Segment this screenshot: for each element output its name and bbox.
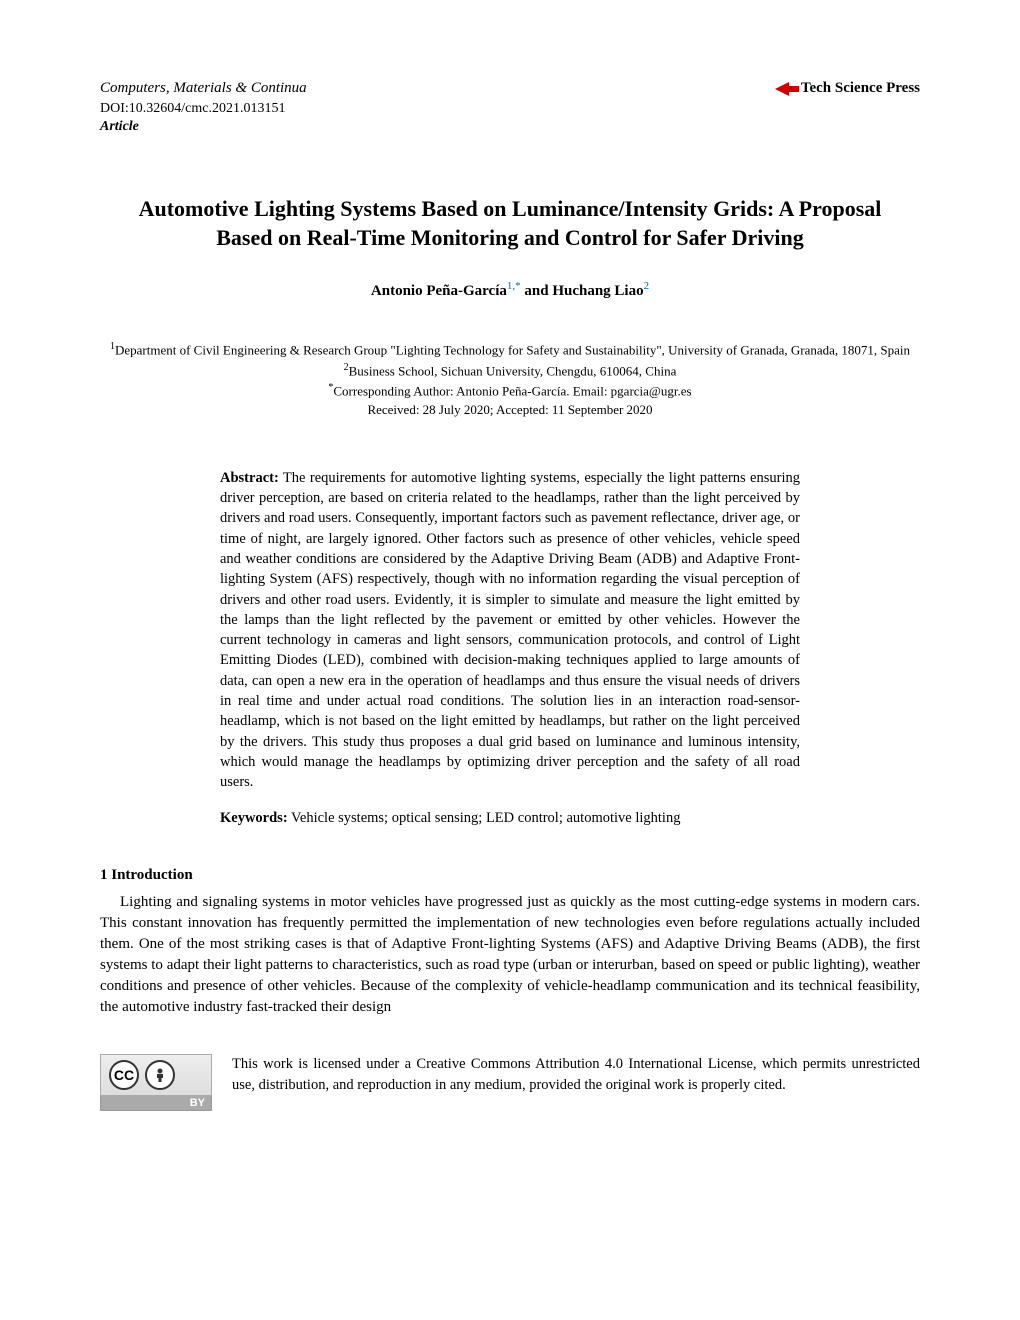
keywords-text: Vehicle systems; optical sensing; LED co… (288, 810, 681, 826)
publisher-arrow-icon (775, 82, 799, 96)
author-2-sup: 2 (644, 280, 650, 292)
section-1-body: Lighting and signaling systems in motor … (100, 892, 920, 1018)
abstract-text: The requirements for automotive lighting… (220, 470, 800, 790)
affiliation-1-text: Department of Civil Engineering & Resear… (115, 343, 910, 358)
keywords-block: Keywords: Vehicle systems; optical sensi… (100, 810, 920, 827)
submission-dates: Received: 28 July 2020; Accepted: 11 Sep… (100, 402, 920, 418)
license-row: CC BY This work is licensed under a Crea… (100, 1054, 920, 1111)
abstract-label: Abstract: (220, 470, 279, 486)
paper-title: Automotive Lighting Systems Based on Lum… (100, 195, 920, 252)
section-1-heading: 1 Introduction (100, 867, 920, 884)
header-row: Computers, Materials & Continua Tech Sci… (100, 80, 920, 97)
abstract-block: Abstract: The requirements for automotiv… (100, 468, 920, 793)
author-conjunction: and (521, 283, 553, 299)
license-text: This work is licensed under a Creative C… (232, 1054, 920, 1095)
affiliation-1: 1Department of Civil Engineering & Resea… (100, 340, 920, 360)
cc-icons: CC (100, 1054, 212, 1096)
cc-logo-icon: CC (109, 1060, 139, 1090)
article-type: Article (100, 119, 920, 135)
cc-badge: CC BY (100, 1054, 212, 1111)
affiliation-2-text: Business School, Sichuan University, Che… (349, 363, 677, 378)
affiliation-2: 2Business School, Sichuan University, Ch… (100, 361, 920, 381)
journal-name: Computers, Materials & Continua (100, 80, 307, 97)
cc-by-icon (145, 1060, 175, 1090)
author-1: Antonio Peña-García (371, 283, 507, 299)
cc-by-label: BY (100, 1096, 212, 1111)
abstract-paragraph: Abstract: The requirements for automotiv… (220, 468, 800, 793)
doi: DOI:10.32604/cmc.2021.013151 (100, 101, 920, 117)
corresponding-text: Corresponding Author: Antonio Peña-Garcí… (333, 384, 691, 399)
publisher-logo: Tech Science Press (775, 80, 920, 97)
publisher-name: Tech Science Press (801, 80, 920, 97)
keywords-label: Keywords: (220, 810, 288, 826)
keywords-paragraph: Keywords: Vehicle systems; optical sensi… (220, 810, 800, 827)
author-2: Huchang Liao (552, 283, 643, 299)
authors-line: Antonio Peña-García1,* and Huchang Liao2 (100, 280, 920, 300)
corresponding-author: *Corresponding Author: Antonio Peña-Garc… (100, 381, 920, 401)
author-1-sup: 1,* (507, 280, 521, 292)
